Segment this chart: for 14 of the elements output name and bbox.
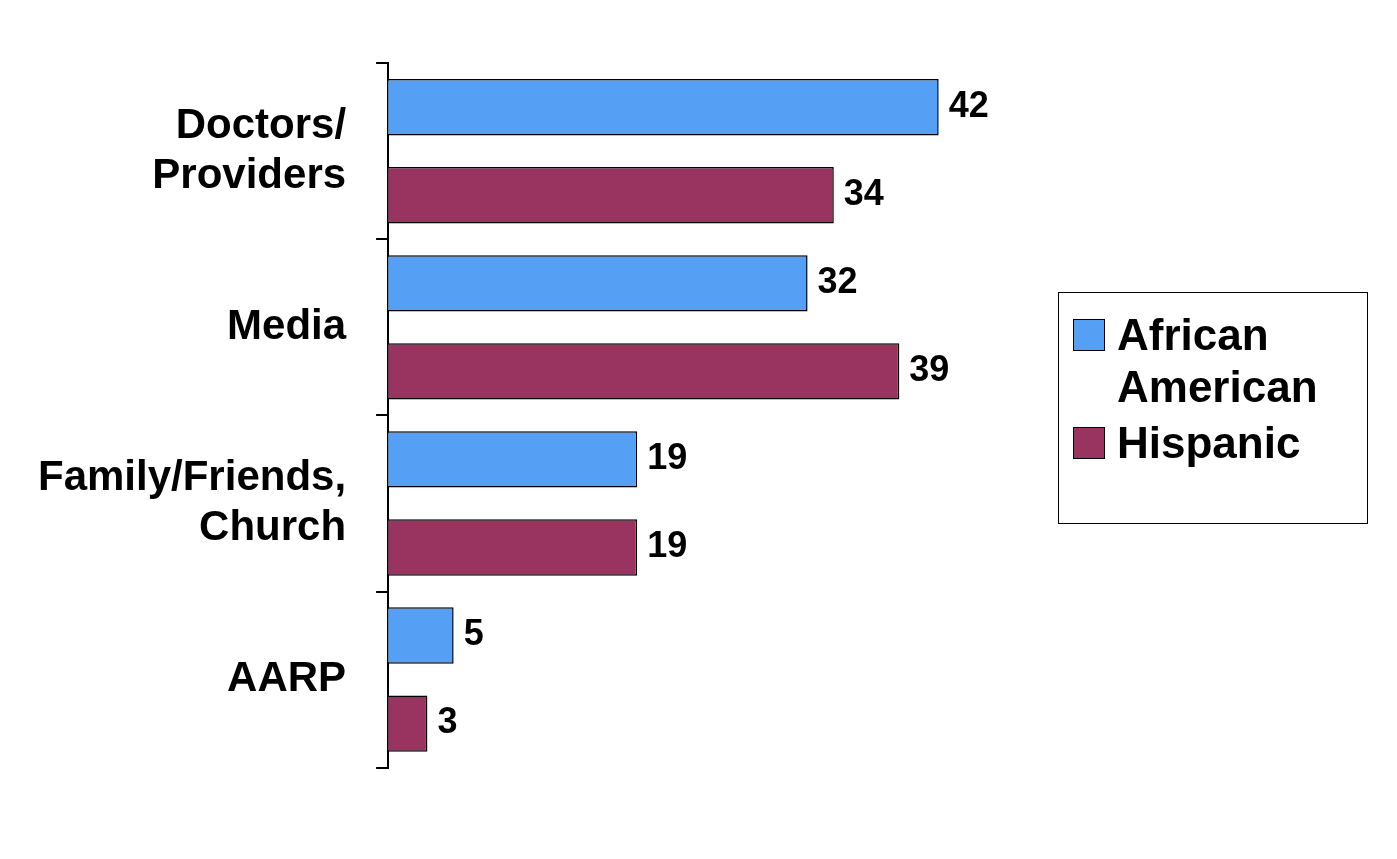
data-label: 39 [909, 348, 950, 390]
data-label: 19 [647, 436, 688, 478]
data-label: 3 [437, 700, 458, 742]
y-tick-label: Media [227, 300, 347, 348]
y-tick-label: AARP [227, 653, 347, 701]
data-label: 19 [647, 524, 688, 566]
data-label: 32 [817, 260, 858, 302]
data-label: 5 [463, 612, 484, 654]
y-tick-label: Doctors/ Providers [152, 99, 347, 198]
legend-label: Hispanic [1117, 417, 1302, 469]
y-tick-label: Family/Friends, Church [38, 451, 347, 550]
data-label: 42 [948, 84, 989, 126]
data-label: 34 [843, 172, 884, 214]
legend-label: African American [1117, 309, 1319, 413]
